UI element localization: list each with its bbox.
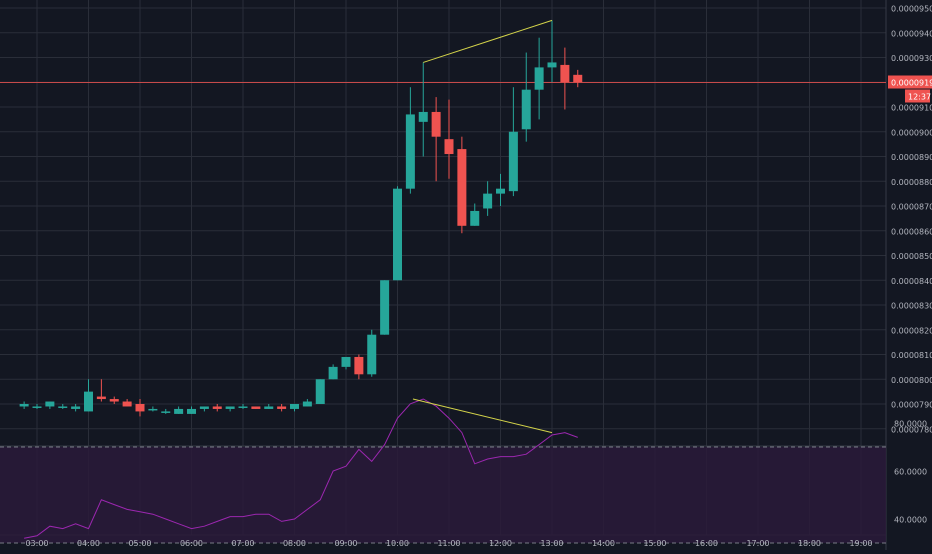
candle-body xyxy=(212,406,222,409)
candle-body xyxy=(393,188,402,281)
rsi-line xyxy=(24,398,578,539)
candle-body xyxy=(470,210,480,226)
countdown-label: 12:37 xyxy=(908,92,931,101)
time-tick-label: 16:00 xyxy=(695,539,718,548)
candle-body xyxy=(32,406,42,408)
candle-body xyxy=(199,406,209,409)
candle-body xyxy=(19,404,29,407)
candle-body xyxy=(367,334,377,375)
candle-body xyxy=(84,391,93,412)
candle-body xyxy=(135,404,145,412)
time-tick-label: 10:00 xyxy=(386,539,409,548)
time-tick-label: 04:00 xyxy=(77,539,100,548)
rsi-tick-label: 80.0000 xyxy=(894,420,927,429)
rsi-tick-label: 40.0000 xyxy=(894,516,927,525)
candle-body xyxy=(496,188,505,194)
rsi-tick-label: 60.0000 xyxy=(894,468,927,477)
candle-body xyxy=(277,406,287,409)
candle-body xyxy=(187,408,196,414)
candle-body xyxy=(431,111,441,137)
candle-body xyxy=(573,74,583,83)
candle-body xyxy=(174,408,184,414)
last-price-tag xyxy=(888,75,932,89)
time-tick-label: 14:00 xyxy=(592,539,615,548)
time-tick-label: 12:00 xyxy=(489,539,512,548)
time-tick-label: 18:00 xyxy=(798,539,821,548)
price-trendline[interactable] xyxy=(423,19,553,63)
time-tick-label: 08:00 xyxy=(283,539,306,548)
candle-body xyxy=(508,131,518,192)
candle-body xyxy=(521,89,531,130)
candle-body xyxy=(109,399,119,402)
candle-body xyxy=(457,149,467,226)
time-tick-label: 15:00 xyxy=(643,539,666,548)
time-tick-label: 05:00 xyxy=(128,539,151,548)
candle-body xyxy=(71,406,81,409)
last-price-label: 0.00009199 xyxy=(891,78,932,87)
candle-body xyxy=(560,64,570,83)
candle-body xyxy=(161,411,171,413)
rsi-band xyxy=(0,447,886,543)
candle-body xyxy=(547,62,557,68)
candle-body xyxy=(251,406,261,409)
candle-body xyxy=(264,406,274,409)
candle-body xyxy=(45,401,55,407)
candle-body xyxy=(238,406,248,408)
time-tick-label: 06:00 xyxy=(180,539,203,548)
candle-body xyxy=(534,67,544,90)
candle-body xyxy=(444,139,454,155)
time-tick-label: 17:00 xyxy=(746,539,769,548)
candle-body xyxy=(483,193,493,209)
candle-body xyxy=(148,408,158,411)
countdown-tag xyxy=(905,89,930,103)
candle-body xyxy=(225,406,235,409)
candle-body xyxy=(418,111,428,122)
time-tick-label: 09:00 xyxy=(334,539,357,548)
candle-body xyxy=(58,406,68,408)
candle-body xyxy=(380,280,390,335)
time-tick-label: 07:00 xyxy=(231,539,254,548)
candle-body xyxy=(122,401,132,407)
candle-body xyxy=(341,356,351,367)
candle-body xyxy=(354,356,364,375)
candle-body xyxy=(96,396,106,400)
time-tick-label: 11:00 xyxy=(437,539,460,548)
rsi-trendline[interactable] xyxy=(412,398,553,434)
candle-body xyxy=(302,401,312,407)
candle-body xyxy=(328,366,338,380)
candle-body xyxy=(405,114,415,189)
time-tick-label: 19:00 xyxy=(849,539,872,548)
time-tick-label: 03:00 xyxy=(25,539,48,548)
time-tick-label: 13:00 xyxy=(540,539,563,548)
candle-body xyxy=(290,404,299,409)
candle-body xyxy=(315,379,325,404)
